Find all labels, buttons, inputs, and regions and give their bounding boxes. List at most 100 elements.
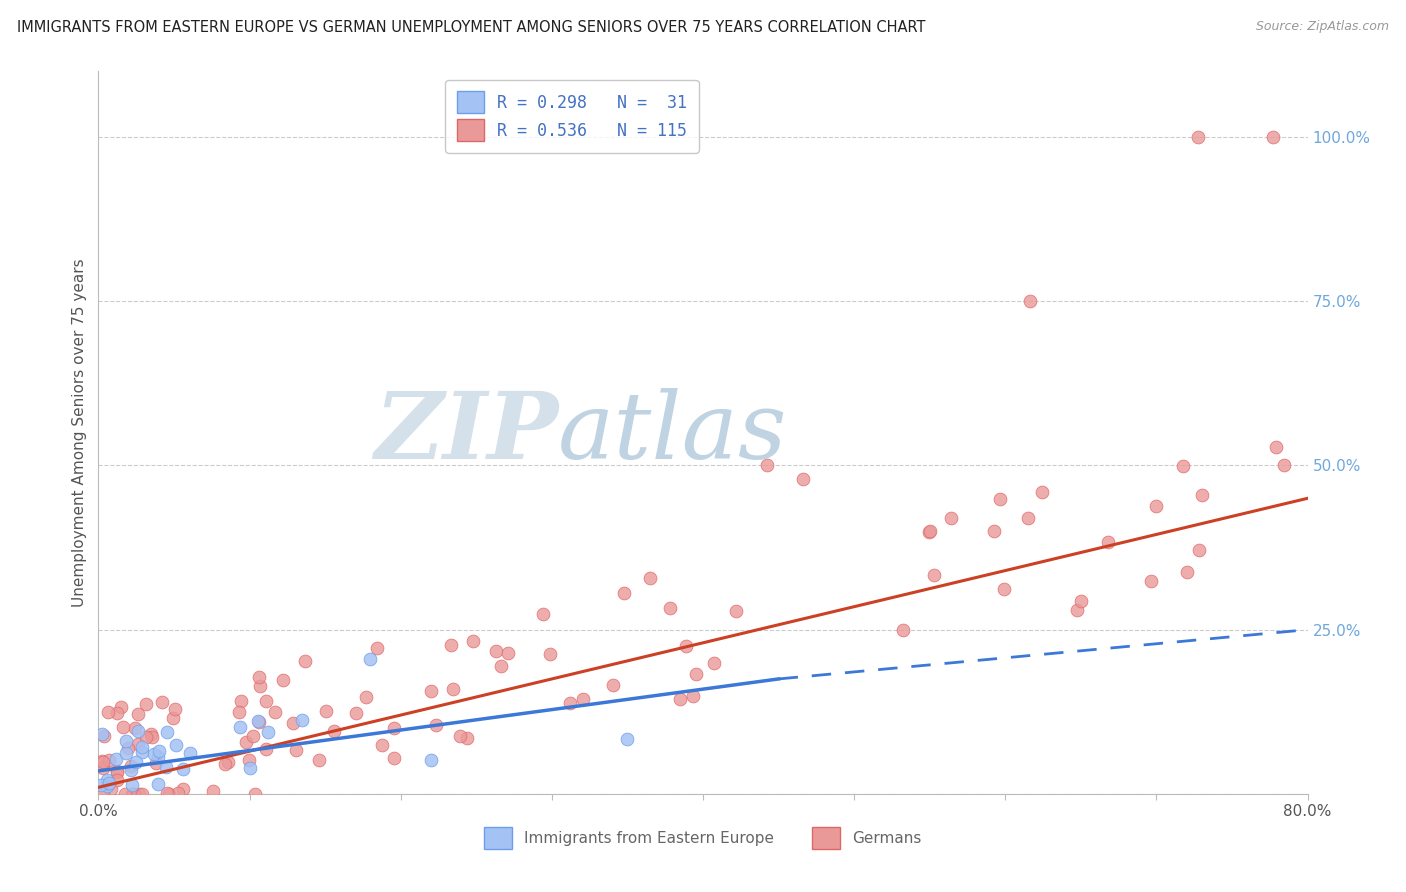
Point [93,729,115,743]
Point [127,723,149,738]
Point [117,741,139,756]
Point [366,640,388,655]
Text: ZIP: ZIP [374,388,558,477]
Point [1097,535,1119,549]
Point [382,721,405,735]
Text: IMMIGRANTS FROM EASTERN EUROPE VS GERMAN UNEMPLOYMENT AMONG SENIORS OVER 75 YEAR: IMMIGRANTS FROM EASTERN EUROPE VS GERMAN… [17,20,925,35]
Point [162,711,184,725]
Point [146,749,169,764]
Point [540,647,562,661]
Point [322,724,344,739]
Point [90,778,112,792]
Point [1017,511,1039,525]
Point [1261,130,1284,145]
Point [893,623,915,637]
Point [1188,542,1211,557]
Point [114,787,136,801]
Point [145,756,167,770]
Point [983,524,1005,539]
Point [238,753,260,767]
Point [271,673,294,688]
Point [308,753,330,767]
Point [1031,484,1053,499]
Point [755,458,778,473]
Point [143,747,166,761]
Point [669,691,692,706]
Y-axis label: Unemployment Among Seniors over 75 years: Unemployment Among Seniors over 75 years [72,259,87,607]
Point [613,586,636,600]
Point [294,654,316,668]
Point [1175,565,1198,579]
Point [291,713,314,727]
Point [456,731,478,745]
Point [97,754,120,768]
Point [96,779,118,793]
Point [638,572,661,586]
Point [247,715,270,730]
Point [105,752,128,766]
Point [135,730,157,744]
Legend: Immigrants from Eastern Europe, Germans: Immigrants from Eastern Europe, Germans [478,821,928,855]
Point [993,582,1015,596]
Point [139,727,162,741]
Point [247,670,270,684]
Point [1191,488,1213,502]
Point [685,667,707,681]
Point [245,787,267,801]
Point [115,733,138,747]
Point [131,739,153,754]
Point [135,697,157,711]
Point [121,778,143,792]
Point [127,737,149,751]
Point [1146,500,1168,514]
Point [172,781,194,796]
Point [449,729,471,743]
Point [229,720,252,734]
Point [157,787,180,801]
Point [228,705,250,719]
Point [91,727,114,741]
Point [918,524,941,538]
Point [346,706,368,721]
Point [91,787,114,801]
Point [1140,574,1163,588]
Point [105,772,128,787]
Point [141,730,163,744]
Point [485,644,508,658]
Point [179,746,201,760]
Point [371,738,394,752]
Point [792,472,814,486]
Point [131,745,153,759]
Point [167,786,190,800]
Point [703,656,725,670]
Point [148,744,170,758]
Point [156,786,179,800]
Point [229,694,252,708]
Point [242,729,264,743]
Point [498,646,520,660]
Point [354,690,377,704]
Point [1066,603,1088,617]
Point [107,706,129,721]
Point [602,678,624,692]
Point [264,705,287,719]
Point [98,775,121,789]
Point [115,746,138,760]
Point [201,784,224,798]
Text: Source: ZipAtlas.com: Source: ZipAtlas.com [1256,20,1389,33]
Point [247,714,270,728]
Point [97,705,120,719]
Point [572,692,595,706]
Point [96,772,118,787]
Point [165,702,187,716]
Point [682,689,704,703]
Point [125,755,148,769]
Point [440,638,463,652]
Point [360,652,382,666]
Point [425,718,447,732]
Point [156,724,179,739]
Point [1019,294,1042,309]
Point [675,639,697,653]
Point [152,695,174,709]
Point [124,722,146,736]
